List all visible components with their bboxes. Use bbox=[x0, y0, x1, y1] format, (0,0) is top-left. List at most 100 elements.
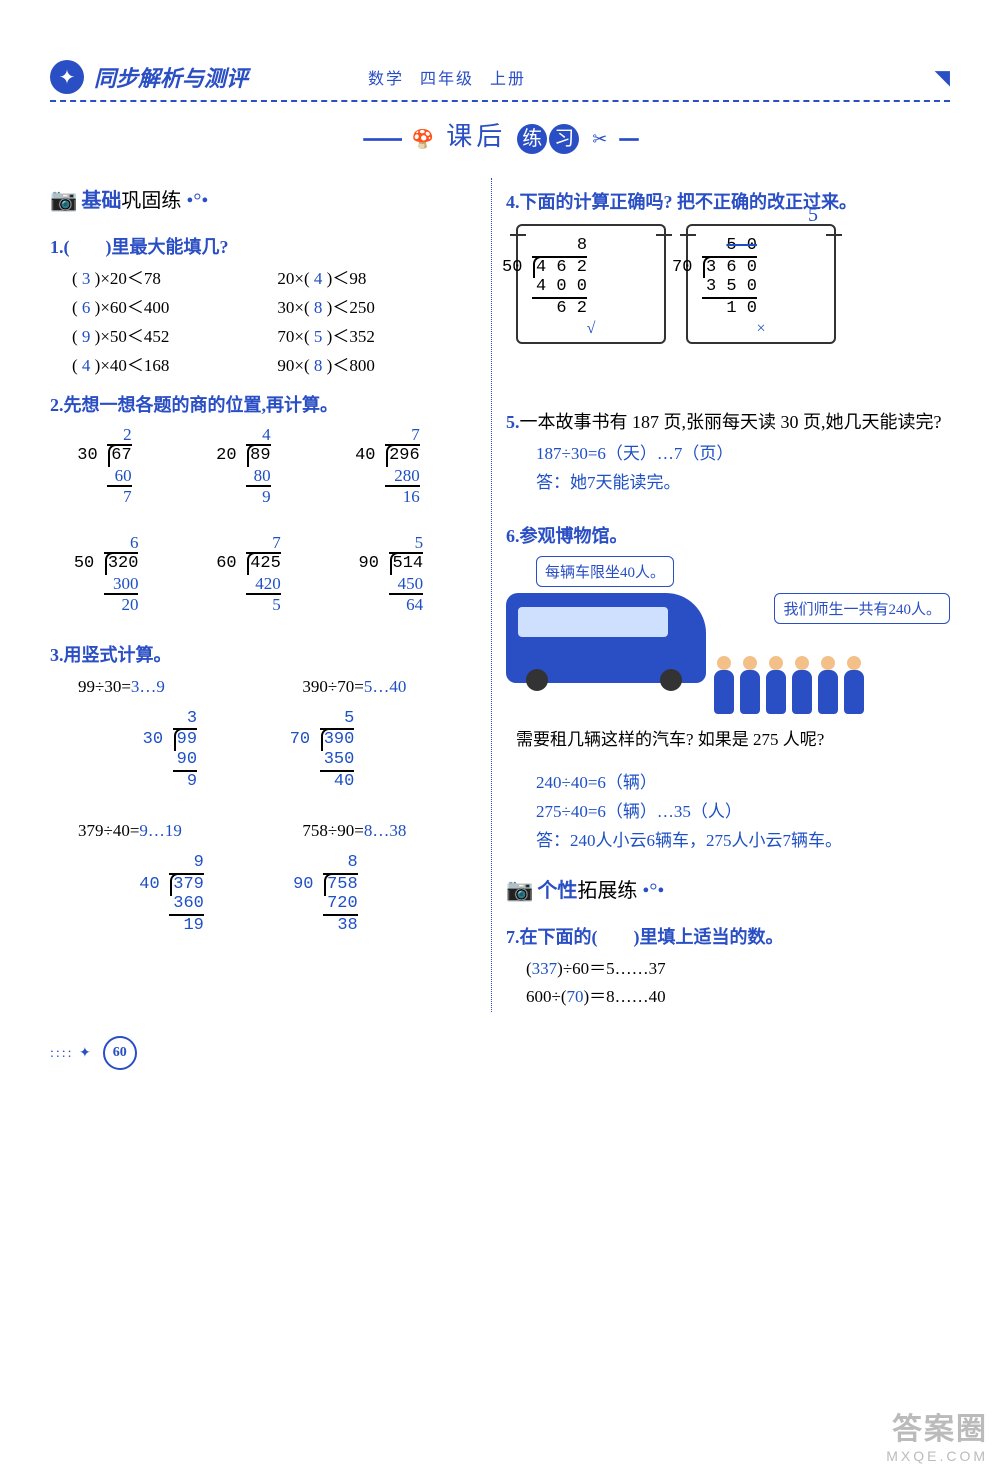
deco-dash-right: ━ ━ bbox=[619, 132, 636, 149]
q5-title: 5.一本故事书有 187 页,张丽每天读 30 页,她几天能读完? bbox=[506, 408, 950, 434]
section-basic-black: 巩固练 bbox=[121, 190, 181, 212]
q1-ans: 4 bbox=[314, 269, 323, 288]
q1-ans: 8 bbox=[314, 356, 323, 375]
q7-line2: 600÷(70)＝8……40 bbox=[526, 983, 950, 1012]
book-title: 同步解析与测评 bbox=[94, 61, 248, 93]
bubble-people: 我们师生一共有240人。 bbox=[774, 593, 950, 624]
q1-row: ( 9 )×50＜452 70×( 5 )＜352 bbox=[50, 323, 477, 352]
bubble-bus: 每辆车限坐40人。 bbox=[536, 556, 674, 587]
wrong-quotient: 5 0 bbox=[702, 236, 757, 258]
right-column: 4.下面的计算正确吗? 把不正确的改正过来。 8 504 6 2 4 0 0 6… bbox=[491, 178, 950, 1012]
section-extend-black: 拓展练 bbox=[577, 880, 637, 902]
q4-box1: 8 504 6 2 4 0 0 6 2 √ bbox=[516, 224, 666, 344]
section-basic-blue: 基础 bbox=[81, 190, 121, 212]
q1-row: ( 3 )×20＜78 20×( 4 )＜98 bbox=[50, 265, 477, 294]
long-division: 7 60425 420 5 bbox=[246, 533, 281, 615]
long-division: 5 70390 350 40 bbox=[320, 709, 355, 791]
long-division: 8 504 6 2 4 0 0 6 2 bbox=[532, 236, 587, 318]
q3-pair2-work: 9 40379 360 19 8 90758 720 38 bbox=[50, 853, 477, 935]
q6-work1: 240÷40=6（辆） bbox=[536, 769, 950, 798]
q1-ans: 8 bbox=[314, 298, 323, 317]
q7-ans1: 337 bbox=[532, 959, 558, 978]
q1-ans: 9 bbox=[82, 327, 91, 346]
q7-title: 7.在下面的( )里填上适当的数。 bbox=[506, 923, 950, 949]
camera-icon: 📷 bbox=[50, 187, 77, 212]
q3-pair2-eq: 379÷40=9…19 758÷90=8…38 bbox=[50, 817, 477, 845]
q2-row2: 6 50320 300 20 7 60425 420 5 5 90514 450… bbox=[50, 533, 477, 615]
long-division: 9 40379 360 19 bbox=[169, 853, 204, 935]
q3-ans: 9…19 bbox=[139, 821, 182, 840]
divisor: 30 bbox=[77, 446, 97, 466]
quotient: 2 bbox=[107, 425, 131, 447]
page-number: 60 bbox=[103, 1036, 137, 1070]
badge-char-1: 练 bbox=[517, 124, 547, 154]
watermark-small: MXQE.COM bbox=[886, 1448, 988, 1464]
remainder: 7 bbox=[107, 487, 131, 507]
long-division: 5 90514 450 64 bbox=[389, 533, 424, 615]
deco-dash-left: ━ ━ ━ ━ bbox=[363, 132, 400, 149]
flag-icon: ◥ bbox=[935, 65, 950, 90]
watermark: 答案圈 MXQE.COM bbox=[886, 1404, 988, 1464]
dividend: 67 bbox=[111, 446, 131, 465]
q6-question: 需要租几辆这样的汽车? 如果是 275 人呢? bbox=[516, 726, 950, 755]
badge-char-2: 习 bbox=[549, 124, 579, 154]
sub: 60 bbox=[107, 466, 131, 488]
header-meta: 数学 四年级 上册 bbox=[368, 65, 526, 89]
footer-dots: :::: ✦ bbox=[50, 1045, 93, 1062]
deco-dots: •°• bbox=[637, 880, 664, 902]
q1-ans: 5 bbox=[314, 327, 323, 346]
q7-ans2: 70 bbox=[567, 987, 584, 1006]
q3-ans: 5…40 bbox=[364, 677, 407, 696]
q4-correction: 5 bbox=[808, 204, 818, 227]
q2-title: 2.先想一想各题的商的位置,再计算。 bbox=[50, 391, 477, 417]
q5-answer: 答：她7天能读完。 bbox=[536, 469, 950, 498]
q3-pair1-eq: 99÷30=3…9 390÷70=5…40 bbox=[50, 673, 477, 701]
q1-title: 1.( )里最大能填几? bbox=[50, 233, 477, 259]
long-division: 5 0 703 6 0 3 5 0 1 0 bbox=[702, 236, 757, 318]
q4-box2: 5 5 0 703 6 0 3 5 0 1 0 × bbox=[686, 224, 836, 344]
q6-answer: 答：240人小云6辆车，275人小云7辆车。 bbox=[536, 827, 950, 856]
q3-ans: 8…38 bbox=[364, 821, 407, 840]
section-basic: 📷基础巩固练 •°• bbox=[50, 184, 208, 213]
long-division: 6 50320 300 20 bbox=[104, 533, 139, 615]
page-header: ✦ 同步解析与测评 数学 四年级 上册 ◥ bbox=[50, 60, 950, 102]
content-columns: 📷基础巩固练 •°• 1.( )里最大能填几? ( 3 )×20＜78 20×(… bbox=[50, 178, 950, 1012]
cross-mark: × bbox=[756, 320, 765, 338]
q1-row: ( 4 )×40＜168 90×( 8 )＜800 bbox=[50, 352, 477, 381]
lesson-badge: 练习 bbox=[516, 124, 580, 154]
q6-scene: 每辆车限坐40人。 我们师生一共有240人。 bbox=[506, 556, 950, 714]
q5-work: 187÷30=6（天）…7（页） bbox=[536, 440, 950, 469]
q1-ans: 3 bbox=[82, 269, 91, 288]
grade: 四年级 bbox=[420, 71, 474, 88]
q3-pair1-work: 3 3099 90 9 5 70390 350 40 bbox=[50, 709, 477, 791]
logo-icon: ✦ bbox=[50, 60, 84, 94]
q5-text: 一本故事书有 187 页,张丽每天读 30 页,她几天能读完? bbox=[520, 412, 942, 432]
deco-dots: •°• bbox=[181, 190, 208, 212]
people-icon bbox=[714, 624, 874, 714]
q4-title: 4.下面的计算正确吗? 把不正确的改正过来。 bbox=[506, 188, 950, 214]
bus-icon bbox=[506, 593, 706, 683]
check-mark: √ bbox=[587, 320, 596, 338]
long-division: 4 2089 80 9 bbox=[246, 425, 270, 507]
long-division: 3 3099 90 9 bbox=[173, 709, 197, 791]
section-extend-blue: 个性 bbox=[537, 880, 577, 902]
page-footer: :::: ✦ 60 bbox=[50, 1036, 950, 1070]
watermark-big: 答案圈 bbox=[886, 1404, 988, 1448]
long-division: 7 40296 280 16 bbox=[385, 425, 420, 507]
q1-row: ( 6 )×60＜400 30×( 8 )＜250 bbox=[50, 294, 477, 323]
subject: 数学 bbox=[368, 71, 404, 88]
long-division: 2 3067 60 7 bbox=[107, 425, 131, 507]
q6-work2: 275÷40=6（辆）…35（人） bbox=[536, 798, 950, 827]
kehou: 课后 bbox=[446, 122, 506, 151]
page: ✦ 同步解析与测评 数学 四年级 上册 ◥ ━ ━ ━ ━ 🍄 课后 练习 ✂ … bbox=[0, 0, 1000, 1110]
long-division: 8 90758 720 38 bbox=[323, 853, 358, 935]
section-extend: 📷个性拓展练 •°• bbox=[506, 874, 664, 903]
lesson-title: ━ ━ ━ ━ 🍄 课后 练习 ✂ ━ ━ bbox=[50, 116, 950, 154]
mushroom-icon: 🍄 bbox=[412, 129, 434, 149]
camera-icon: 📷 bbox=[506, 877, 533, 902]
q7-line1: (337)÷60＝5……37 bbox=[526, 955, 950, 984]
q3-title: 3.用竖式计算。 bbox=[50, 641, 477, 667]
q4-body: 8 504 6 2 4 0 0 6 2 √ 5 5 0 703 6 0 3 5 … bbox=[506, 220, 950, 348]
q6-title: 6.参观博物馆。 bbox=[506, 522, 950, 548]
scissors-icon: ✂ bbox=[592, 129, 607, 149]
